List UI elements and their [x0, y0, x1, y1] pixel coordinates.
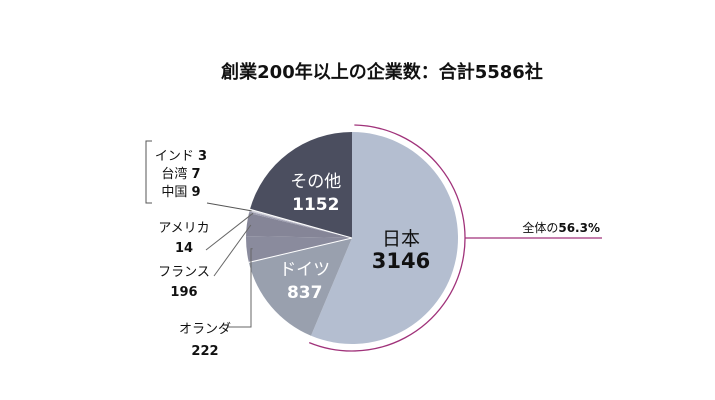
- slice-label-value-4: 14: [175, 241, 193, 256]
- leader-line-2: [228, 248, 253, 328]
- leader-line-4: [205, 212, 254, 251]
- slice-label-name-0: 日本: [382, 228, 420, 250]
- slice-label-name-3: フランス: [158, 265, 210, 280]
- share-arc: [308, 124, 466, 352]
- slice-1: [248, 238, 352, 336]
- slice-label-name-8: その他: [290, 172, 341, 192]
- slice-label-name-1: ドイツ: [279, 260, 330, 280]
- slice-label-name-4: アメリカ: [158, 221, 209, 236]
- slice-separator: [248, 237, 353, 263]
- slice-label-value-0: 3146: [372, 249, 430, 273]
- slice-3: [246, 213, 352, 238]
- slice-label-5: 中国 9: [161, 185, 200, 200]
- slice-2: [246, 236, 352, 263]
- slice-label-value-1: 837: [287, 283, 323, 303]
- leader-line-3: [213, 224, 252, 277]
- slice-separator: [249, 208, 353, 239]
- slice-label-value-8: 1152: [292, 195, 339, 215]
- slice-8: [249, 132, 352, 238]
- slice-label-value-3: 196: [170, 285, 197, 300]
- slice-label-value-2: 222: [191, 344, 218, 359]
- chart-title: 創業200年以上の企業数：合計5586社: [220, 61, 543, 83]
- share-label: 全体の56.3%: [522, 220, 600, 235]
- pie-slices: [246, 132, 459, 344]
- slice-label-7: インド 3: [155, 149, 207, 164]
- slice-4: [248, 211, 352, 238]
- share-annotation: 全体の56.3%: [308, 124, 602, 352]
- slice-label-6: 台湾 7: [161, 166, 200, 182]
- small-slices-bracket: [145, 140, 152, 204]
- leader-lines: [145, 140, 353, 328]
- slice-label-name-2: オランダ: [179, 322, 231, 337]
- small-slices-leader: [206, 202, 252, 212]
- slice-0: [311, 132, 459, 344]
